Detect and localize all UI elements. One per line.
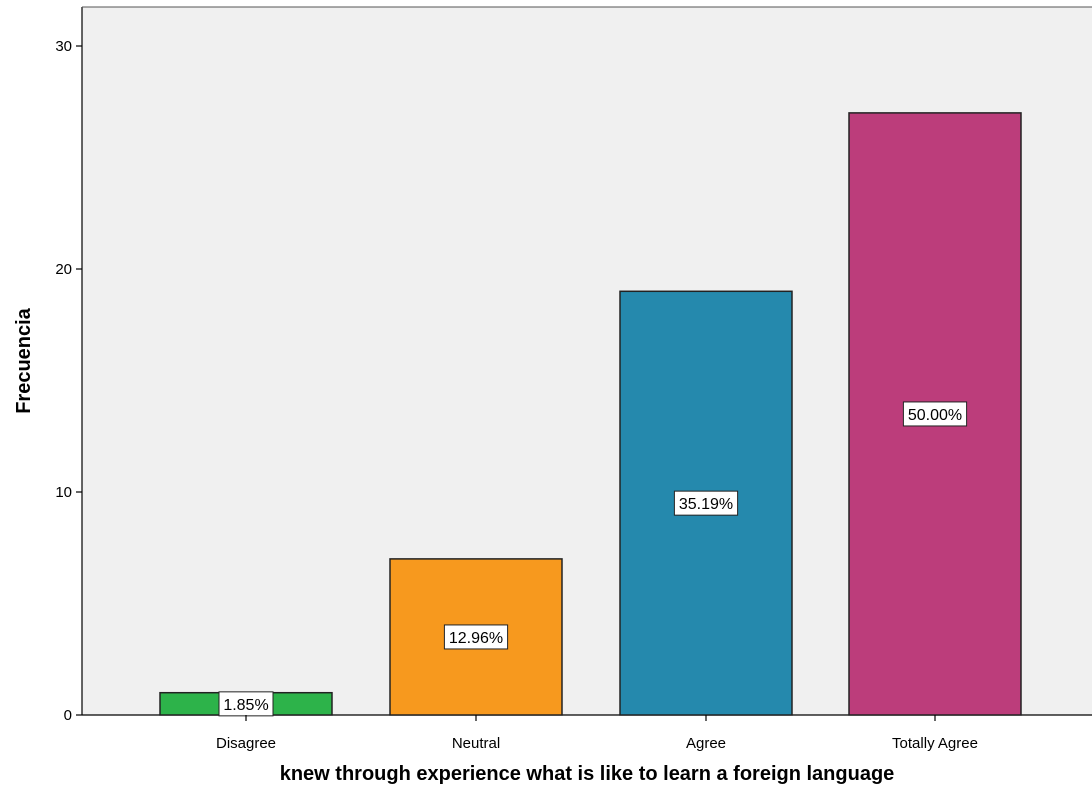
- x-tick-label: Totally Agree: [892, 735, 978, 752]
- bar-percent-label: 35.19%: [673, 490, 739, 516]
- y-axis-title: Frecuencia: [13, 307, 35, 413]
- bars: 1.85% 12.96% 35.19% 50.00%: [159, 112, 1022, 717]
- y-tick-label: 20: [55, 261, 72, 278]
- bar-percent-label: 12.96%: [443, 624, 509, 650]
- percent-label-text: 12.96%: [449, 630, 503, 647]
- y-ticks: 0 10 20 30: [55, 38, 82, 724]
- bar-percent-label: 1.85%: [218, 691, 274, 717]
- percent-label-box: [443, 624, 509, 650]
- x-tick-label: Disagree: [216, 735, 276, 752]
- bar-percent-label: 50.00%: [902, 401, 968, 427]
- x-axis-title: knew through experience what is like to …: [280, 763, 895, 785]
- x-ticks: Disagree Neutral Agree Totally Agree: [216, 715, 978, 752]
- percent-label-box: [673, 490, 739, 516]
- percent-label-text: 1.85%: [223, 697, 268, 714]
- percent-label-box: [902, 401, 968, 427]
- y-tick-label: 0: [64, 707, 72, 724]
- percent-label-text: 50.00%: [908, 407, 962, 424]
- y-tick-label: 10: [55, 484, 72, 501]
- x-tick-label: Neutral: [452, 735, 500, 752]
- y-tick-label: 30: [55, 38, 72, 55]
- x-tick-label: Agree: [686, 735, 726, 752]
- percent-label-box: [218, 691, 274, 717]
- percent-label-text: 35.19%: [679, 496, 733, 513]
